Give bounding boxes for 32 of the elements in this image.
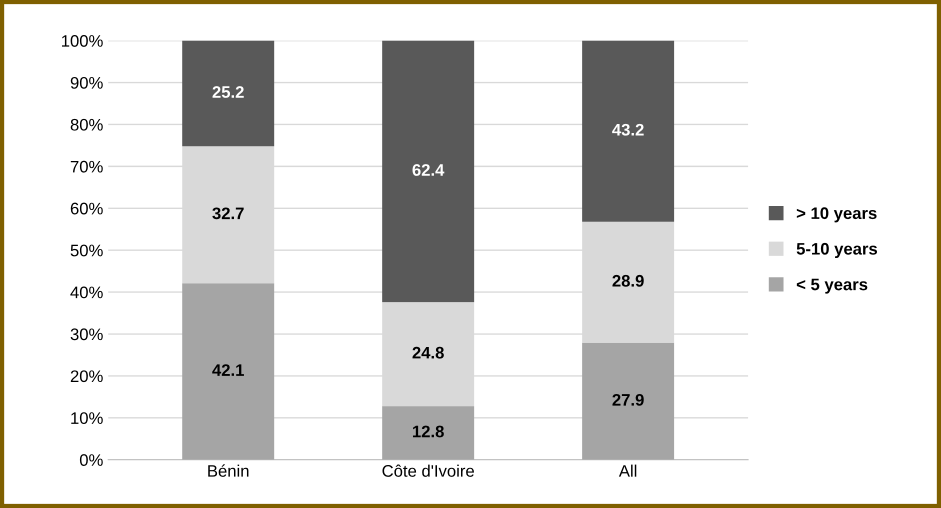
bar [182,283,274,460]
x-tick-label: Bénin [208,464,248,477]
data-label: 43.2 [612,124,644,136]
y-tick-label: 20% [70,370,103,382]
data-label: 25.2 [212,86,244,98]
bar [582,40,674,222]
y-tick-label: 100% [62,35,103,47]
y-tick-label: 70% [70,160,103,173]
bar [382,40,474,302]
data-label: 62.4 [412,164,444,176]
y-tick-label: 0% [80,454,103,466]
legend-label: > 10 years [796,207,877,222]
y-tick-label: 80% [70,118,103,131]
data-label: 24.8 [412,346,444,359]
legend-label: < 5 years [796,278,868,294]
bar [382,406,474,460]
data-label: 32.7 [212,207,244,220]
bar [182,40,274,146]
y-tick-label: 90% [70,76,103,89]
data-label: 12.8 [412,426,444,438]
y-tick-label: 10% [71,412,103,424]
data-label: 28.9 [612,274,644,287]
data-label: 42.1 [212,364,244,376]
y-tick-label: 50% [70,244,103,256]
data-label: 27.9 [612,394,644,406]
bar [582,342,674,460]
legend-label: 5-10 years [796,242,878,258]
y-tick-label: 30% [70,328,103,340]
y-tick-label: 40% [70,286,103,298]
x-tick-label: Côte d'Ivoire [382,464,474,477]
y-tick-label: 60% [70,202,103,214]
x-tick-label: All [618,464,636,477]
